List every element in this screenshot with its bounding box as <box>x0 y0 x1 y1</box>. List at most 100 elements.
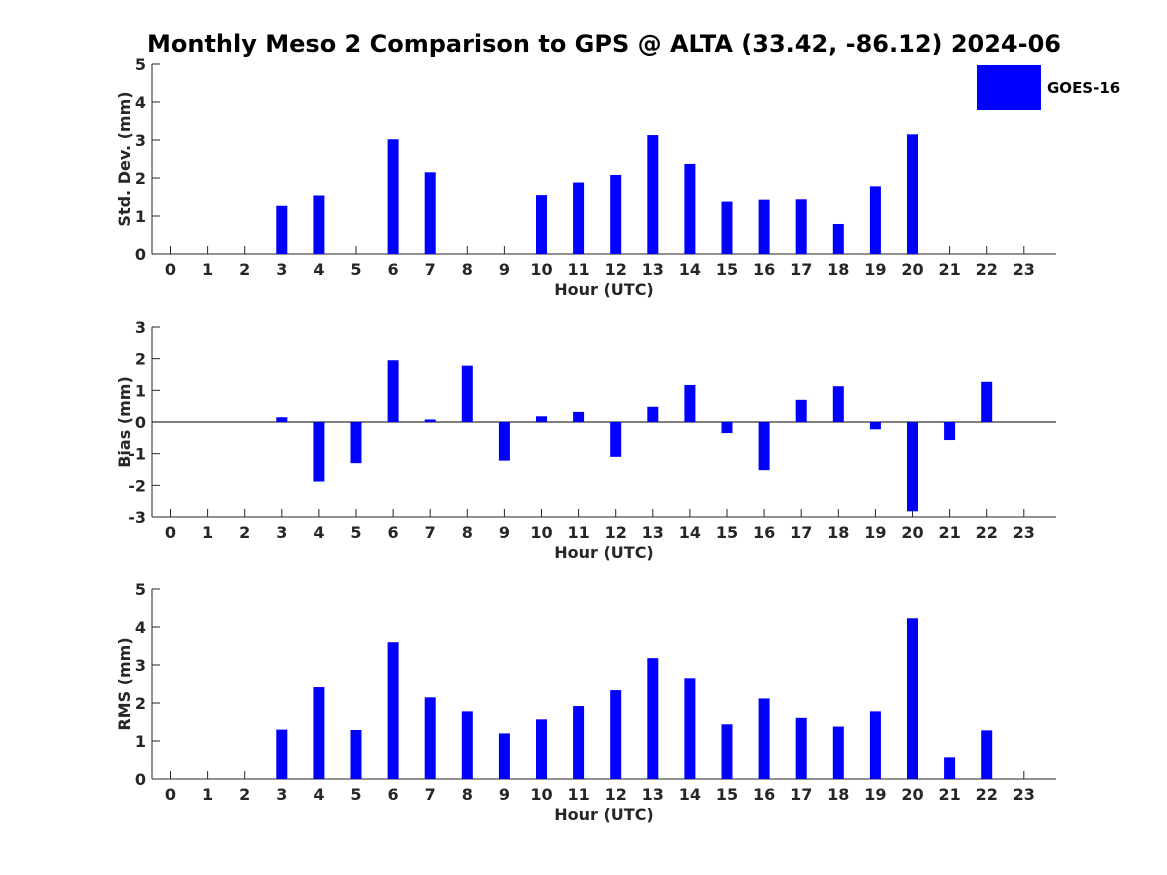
x-tick-label: 23 <box>1013 523 1035 542</box>
bar <box>276 205 288 254</box>
x-tick-label: 0 <box>165 260 176 279</box>
x-tick-label: 6 <box>388 523 399 542</box>
x-tick-label: 7 <box>425 785 436 804</box>
y-tick-label: 1 <box>135 207 146 226</box>
bar <box>573 411 585 422</box>
std-dev-y-label: Std. Dev. (mm) <box>115 91 134 226</box>
x-tick-label: 15 <box>716 260 738 279</box>
x-tick-label: 3 <box>276 785 287 804</box>
x-tick-label: 21 <box>938 785 960 804</box>
y-tick-label: -1 <box>128 445 146 464</box>
x-tick-label: 5 <box>350 260 361 279</box>
bar <box>313 195 325 254</box>
x-tick-label: 3 <box>276 260 287 279</box>
bar <box>907 422 918 512</box>
bar <box>795 717 807 779</box>
x-tick-label: 5 <box>350 523 361 542</box>
bar <box>907 618 918 779</box>
bar <box>758 422 770 471</box>
y-tick-label: 3 <box>135 131 146 150</box>
x-tick-label: 23 <box>1013 260 1035 279</box>
x-tick-label: 2 <box>239 260 250 279</box>
x-tick-label: 12 <box>605 260 627 279</box>
bar <box>907 134 918 254</box>
bar <box>684 163 696 254</box>
x-tick-label: 1 <box>202 523 213 542</box>
x-tick-label: 15 <box>716 785 738 804</box>
x-tick-label: 21 <box>938 523 960 542</box>
y-tick-label: 2 <box>135 350 146 369</box>
x-tick-label: 6 <box>388 785 399 804</box>
x-tick-label: 4 <box>313 260 324 279</box>
x-tick-label: 14 <box>679 260 701 279</box>
x-tick-label: 8 <box>462 260 473 279</box>
x-tick-label: 18 <box>827 260 849 279</box>
x-tick-label: 20 <box>901 260 923 279</box>
x-tick-label: 7 <box>425 260 436 279</box>
bar <box>684 384 696 422</box>
x-tick-label: 17 <box>790 523 812 542</box>
legend: GOES-16 <box>977 65 1120 110</box>
y-tick-label: -3 <box>128 508 146 527</box>
bar <box>944 757 956 779</box>
bar <box>313 687 325 779</box>
x-tick-label: 6 <box>388 260 399 279</box>
bar <box>758 698 770 779</box>
x-tick-label: 10 <box>530 785 552 804</box>
bar <box>647 658 659 779</box>
bar <box>721 724 733 779</box>
x-tick-label: 21 <box>938 260 960 279</box>
bar <box>536 719 547 779</box>
bar <box>573 182 585 254</box>
bar <box>721 201 733 254</box>
x-tick-label: 22 <box>976 785 998 804</box>
bar <box>832 223 844 254</box>
y-tick-label: 5 <box>135 55 146 74</box>
bar <box>721 422 733 434</box>
bar <box>869 711 881 779</box>
bar <box>610 690 622 779</box>
bar <box>981 381 993 422</box>
x-tick-label: 16 <box>753 523 775 542</box>
bar <box>795 399 807 422</box>
x-tick-label: 9 <box>499 785 510 804</box>
bar <box>313 422 325 482</box>
bar <box>610 422 622 457</box>
bar <box>424 172 436 254</box>
bar <box>276 729 288 779</box>
x-tick-label: 12 <box>605 523 627 542</box>
x-tick-label: 14 <box>679 785 701 804</box>
bar <box>758 199 770 254</box>
x-tick-label: 4 <box>313 785 324 804</box>
y-tick-label: 4 <box>135 93 146 112</box>
bar <box>498 733 510 779</box>
rms-x-label: Hour (UTC) <box>554 805 654 824</box>
x-tick-label: 22 <box>976 260 998 279</box>
y-tick-label: 0 <box>135 770 146 789</box>
x-tick-label: 13 <box>642 260 664 279</box>
x-tick-label: 19 <box>864 785 886 804</box>
x-tick-label: 13 <box>642 523 664 542</box>
x-tick-label: 0 <box>165 785 176 804</box>
legend-label: GOES-16 <box>1047 79 1120 97</box>
bar <box>647 406 659 422</box>
bar <box>461 711 473 779</box>
x-tick-label: 20 <box>901 523 923 542</box>
y-tick-label: 1 <box>135 381 146 400</box>
bar <box>944 422 956 441</box>
x-tick-label: 1 <box>202 785 213 804</box>
x-tick-label: 11 <box>567 785 589 804</box>
bar <box>461 365 473 422</box>
bar <box>387 642 399 779</box>
x-tick-label: 17 <box>790 785 812 804</box>
bar <box>981 730 993 779</box>
x-tick-label: 10 <box>530 260 552 279</box>
x-tick-label: 18 <box>827 785 849 804</box>
y-tick-label: 0 <box>135 245 146 264</box>
x-tick-label: 11 <box>567 260 589 279</box>
x-tick-label: 5 <box>350 785 361 804</box>
